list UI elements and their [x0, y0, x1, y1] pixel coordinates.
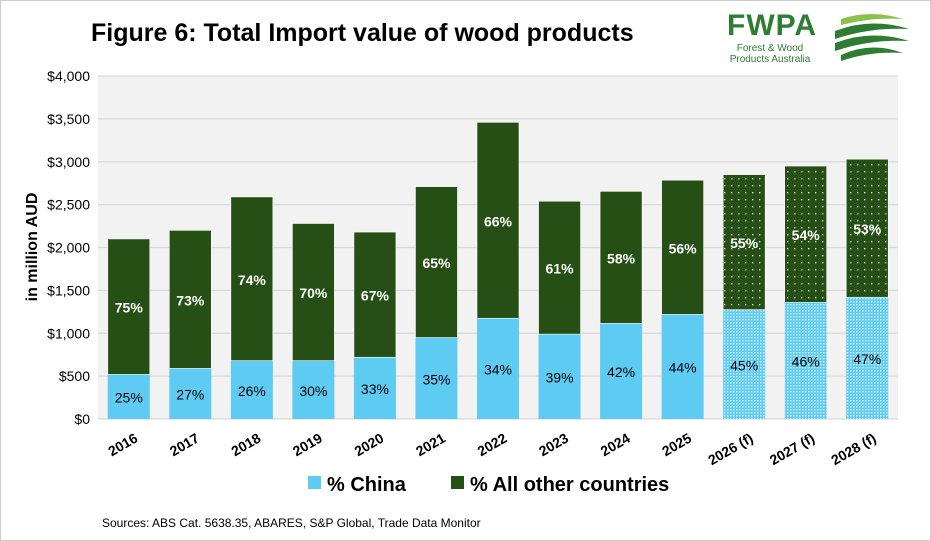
- data-label-other: 54%: [792, 227, 821, 243]
- logo-subtitle: Forest & Wood Products Australia: [725, 43, 815, 65]
- bar-other-2026 (f): [722, 174, 766, 310]
- bar-china-2023: [538, 334, 581, 419]
- data-label-other: 70%: [299, 285, 328, 301]
- data-label-china: 46%: [792, 354, 820, 370]
- bar-other-2018: [230, 196, 274, 361]
- bar-china-2022: [477, 318, 519, 419]
- x-tick-label: 2026 (f): [705, 430, 755, 468]
- bar-other-2020: [353, 231, 397, 358]
- x-tick-label: 2016: [105, 430, 140, 460]
- data-label-other: 75%: [115, 300, 144, 316]
- data-label-other: 66%: [484, 213, 513, 229]
- source-note: Sources: ABS Cat. 5638.35, ABARES, S&P G…: [102, 516, 481, 530]
- y-tick-label: $0: [74, 411, 90, 427]
- data-label-china: 25%: [115, 390, 143, 406]
- data-label-other: 53%: [853, 221, 882, 237]
- legend-label-china: % China: [327, 474, 407, 496]
- bar-other-2019: [292, 223, 335, 361]
- bar-china-2024: [600, 323, 643, 419]
- y-tick-label: $500: [59, 368, 90, 384]
- fwpa-logo: FWPA Forest & Wood Products Australia: [721, 7, 921, 67]
- chart-title: Figure 6: Total Import value of wood pro…: [91, 19, 634, 47]
- x-tick-label: 2017: [167, 430, 202, 460]
- bar-other-2027 (f): [784, 165, 827, 303]
- x-tick-label: 2020: [351, 430, 386, 460]
- bar-china-2016: [107, 374, 150, 419]
- bar-china-2027 (f): [784, 302, 827, 419]
- logo-text: FWPA: [727, 9, 818, 42]
- data-label-china: 33%: [361, 381, 389, 397]
- data-label-china: 45%: [730, 357, 758, 373]
- logo-waves-icon: [835, 14, 909, 61]
- bar-other-2024: [599, 191, 643, 324]
- y-tick-label: $3,000: [47, 154, 90, 170]
- bar-china-2028 (f): [846, 297, 889, 419]
- data-label-other: 58%: [607, 250, 636, 266]
- bar-china-2020: [353, 357, 396, 419]
- bar-other-2022: [476, 122, 520, 319]
- y-axis-label: in million AUD: [24, 193, 41, 302]
- data-label-other: 67%: [361, 288, 390, 304]
- y-tick-label: $1,500: [47, 282, 90, 298]
- y-tick-label: $3,500: [47, 111, 90, 127]
- y-tick-label: $2,000: [47, 240, 90, 256]
- x-tick-label: 2027 (f): [767, 430, 817, 468]
- data-label-china: 26%: [238, 383, 266, 399]
- x-tick-label: 2024: [598, 430, 633, 460]
- x-tick-label: 2019: [290, 430, 325, 460]
- x-tick-label: 2025: [659, 430, 694, 460]
- data-label-other: 61%: [546, 261, 575, 277]
- y-tick-label: $1,000: [47, 325, 90, 341]
- x-tick-label: 2028 (f): [828, 430, 878, 468]
- bar-china-2021: [415, 337, 458, 419]
- bar-china-2026 (f): [723, 309, 766, 419]
- x-tick-label: 2023: [536, 430, 571, 460]
- legend-swatch-china: [308, 476, 321, 489]
- y-tick-label: $2,500: [47, 197, 90, 213]
- data-label-china: 42%: [607, 364, 635, 380]
- logo-subtitle-1: Forest & Wood: [736, 43, 804, 54]
- y-tick-label: $4,000: [47, 68, 90, 84]
- bar-other-2023: [538, 200, 581, 335]
- x-tick-label: 2018: [228, 430, 263, 460]
- bar-other-2021: [415, 186, 458, 338]
- data-label-other: 55%: [730, 235, 759, 251]
- data-label-other: 65%: [422, 255, 451, 271]
- bar-other-2017: [169, 230, 212, 369]
- data-label-other: 73%: [176, 292, 205, 308]
- bar-china-2017: [169, 368, 212, 419]
- x-tick-label: 2021: [413, 430, 448, 460]
- bar-other-2025: [661, 179, 704, 315]
- bar-china-2019: [292, 360, 335, 419]
- bar-china-2018: [230, 360, 273, 419]
- data-label-china: 39%: [546, 370, 574, 386]
- legend-swatch-other: [451, 476, 464, 489]
- data-label-china: 35%: [422, 371, 450, 387]
- x-tick-label: 2022: [475, 430, 510, 460]
- stacked-bar-chart: $0 $500 $1,000 $1,500 $2,000 $2,500 $3,000 $3,5…: [24, 68, 898, 496]
- logo-subtitle-2: Products Australia: [729, 54, 811, 65]
- data-label-china: 34%: [484, 362, 512, 378]
- legend-label-other: % All other countries: [470, 474, 669, 496]
- data-label-china: 47%: [853, 351, 881, 367]
- data-label-china: 27%: [176, 387, 204, 403]
- bar-other-2016: [107, 238, 151, 375]
- bar-other-2028 (f): [845, 158, 889, 298]
- data-label-other: 56%: [669, 240, 698, 256]
- bar-china-2025: [661, 314, 704, 419]
- data-label-china: 30%: [299, 383, 327, 399]
- data-label-china: 44%: [669, 360, 697, 376]
- data-label-other: 74%: [238, 272, 267, 288]
